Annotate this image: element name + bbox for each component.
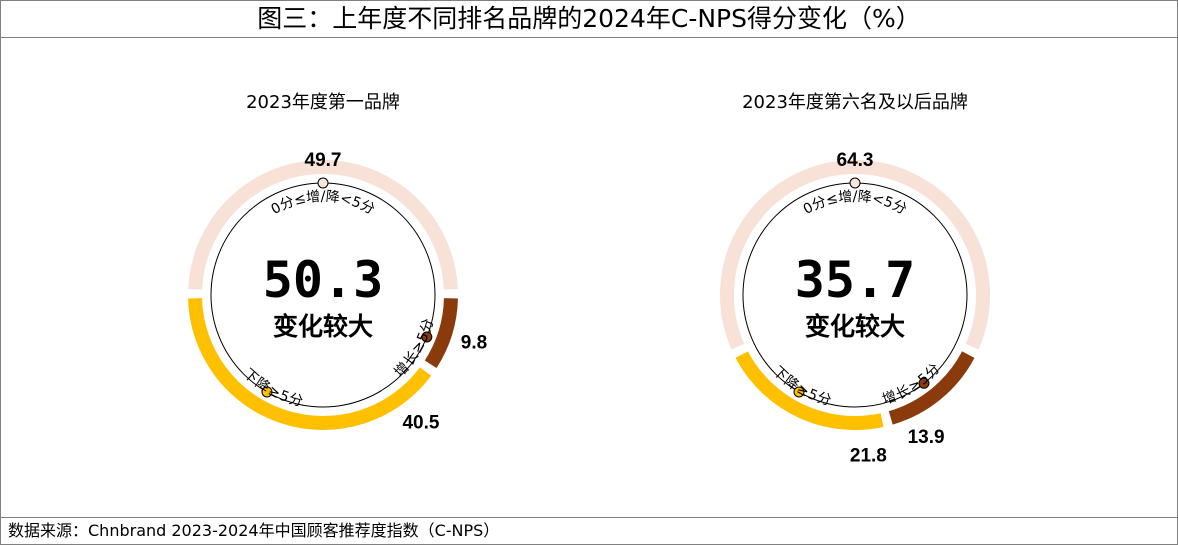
slice-value-label: 49.7: [305, 150, 342, 171]
donut-chart-2: 2023年度第六名及以后品牌64.30分≤增/降<5分13.9增长≥5分21.8…: [720, 92, 990, 466]
slice-value-label: 21.8: [850, 445, 887, 466]
slice-value-label: 40.5: [402, 412, 439, 433]
center-label: 变化较大: [805, 312, 905, 341]
donut-slice: [424, 297, 458, 369]
donut-slice: [188, 298, 432, 430]
figure-title: 图三：上年度不同排名品牌的2024年C-NPS得分变化（%）: [0, 0, 1178, 38]
center-value: 35.7: [795, 251, 915, 309]
slice-category-label: 增长≥5分: [391, 317, 437, 381]
source-note: 数据来源：Chnbrand 2023-2024年中国顾客推荐度指数（C-NPS）: [0, 517, 1178, 545]
slice-value-label: 64.3: [837, 150, 874, 171]
donut-chart-1: 2023年度第一品牌49.70分≤增/降<5分9.8增长≥5分40.5下降≥5分…: [188, 92, 487, 433]
donut-slice: [888, 351, 975, 425]
donut-slice: [720, 160, 990, 350]
center-value: 50.3: [263, 251, 383, 309]
donut-charts: 2023年度第一品牌49.70分≤增/降<5分9.8增长≥5分40.5下降≥5分…: [188, 92, 990, 466]
chart-subtitle: 2023年度第六名及以后品牌: [742, 92, 968, 113]
donut-slice: [735, 351, 884, 430]
slice-marker: [918, 377, 930, 389]
slice-marker: [793, 386, 805, 398]
slice-marker: [421, 331, 433, 343]
center-label: 变化较大: [273, 312, 373, 341]
slice-marker: [317, 177, 329, 189]
slice-category-label: 0分≤增/降<5分: [269, 189, 378, 218]
chart-subtitle: 2023年度第一品牌: [246, 92, 400, 113]
slice-value-label: 9.8: [461, 332, 487, 353]
slice-marker: [849, 177, 861, 189]
slice-value-label: 13.9: [908, 427, 945, 448]
slice-marker: [261, 386, 273, 398]
slice-category-label: 0分≤增/降<5分: [801, 189, 909, 218]
donut-slice: [188, 160, 458, 290]
